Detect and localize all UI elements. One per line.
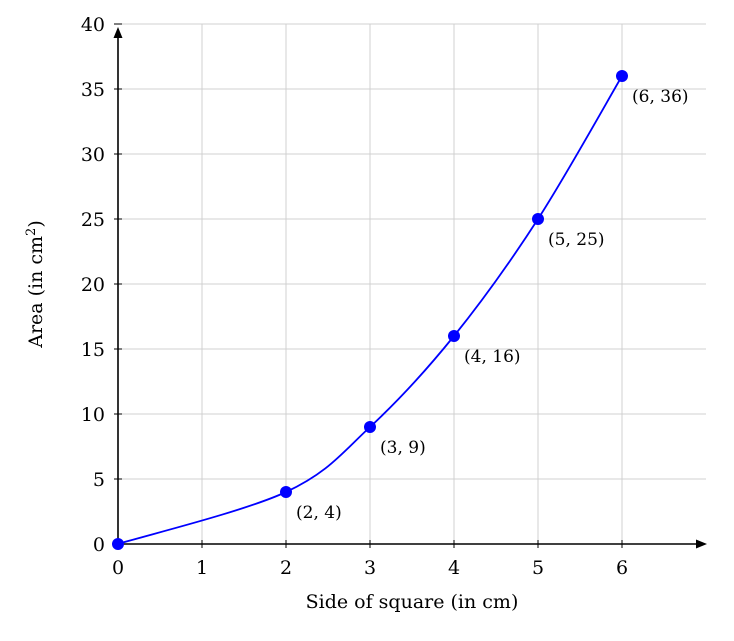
x-tick-label: 5: [532, 557, 544, 579]
y-tick-label: 30: [81, 144, 105, 166]
y-tick-label: 20: [81, 274, 105, 296]
grid: [118, 23, 706, 544]
data-point-label: (5, 25): [548, 230, 605, 250]
y-tick-label: 15: [81, 339, 105, 361]
data-point-marker: [448, 330, 460, 342]
x-axis-label: Side of square (in cm): [306, 591, 519, 613]
point-labels: (2, 4) (3, 9) (4, 16) (5, 25) (6, 36): [296, 87, 689, 523]
y-tick-labels: 0 5 10 15 20 25 30 35 40: [81, 14, 122, 556]
x-tick-label: 1: [196, 557, 208, 579]
x-tick-label: 2: [280, 557, 292, 579]
data-point-marker: [616, 70, 628, 82]
x-tick-label: 4: [448, 557, 460, 579]
data-markers: [112, 70, 628, 550]
y-tick-label: 35: [81, 79, 105, 101]
y-tick-label: 40: [81, 14, 105, 36]
data-point-marker: [112, 538, 124, 550]
x-axis-arrow-icon: [696, 539, 707, 549]
y-tick-label: 10: [81, 404, 105, 426]
x-tick-label: 6: [616, 557, 628, 579]
data-point-marker: [532, 213, 544, 225]
y-axis-label: Area (in cm2): [24, 220, 47, 349]
data-point-label: (3, 9): [380, 438, 426, 458]
y-axis-arrow-icon: [113, 27, 123, 38]
series-line: [117, 75, 623, 545]
y-tick-label: 0: [93, 534, 105, 556]
x-tick-labels: 0 1 2 3 4 5 6: [112, 540, 628, 579]
data-point-label: (4, 16): [464, 347, 521, 367]
data-point-marker: [364, 421, 376, 433]
x-tick-label: 3: [364, 557, 376, 579]
data-point-label: (2, 4): [296, 503, 342, 523]
x-tick-label: 0: [112, 557, 124, 579]
y-tick-label: 25: [81, 209, 105, 231]
data-point-label: (6, 36): [632, 87, 689, 107]
y-tick-label: 5: [93, 469, 105, 491]
axes: [113, 27, 707, 549]
data-point-marker: [280, 486, 292, 498]
